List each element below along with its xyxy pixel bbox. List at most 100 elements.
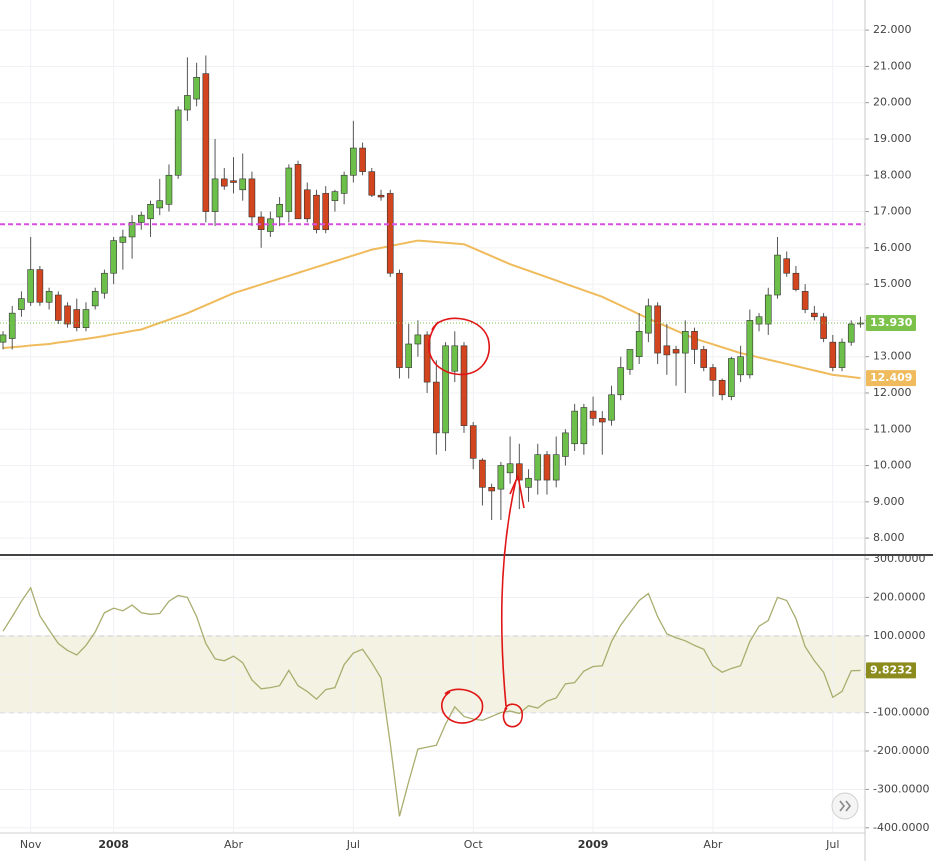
candle-body bbox=[460, 345, 468, 426]
candle-body bbox=[45, 291, 53, 303]
price-label: 13.930 bbox=[870, 316, 913, 329]
x-tick-label: 2008 bbox=[98, 838, 129, 851]
annotation-circle bbox=[502, 703, 523, 728]
y-tick-label: 8.000 bbox=[873, 531, 905, 544]
candle-body bbox=[386, 193, 394, 274]
candle-body bbox=[857, 322, 864, 325]
price-label-box bbox=[866, 314, 916, 331]
candle-body bbox=[792, 272, 800, 290]
scroll-button-icon[interactable] bbox=[839, 800, 852, 812]
candle-body bbox=[506, 463, 514, 474]
y-tick-label: 21.000 bbox=[873, 59, 912, 72]
candle-body bbox=[138, 214, 145, 223]
candle-body bbox=[737, 356, 744, 376]
candle-body bbox=[774, 254, 781, 296]
candle-body bbox=[728, 358, 735, 397]
y-tick-label: 200.0000 bbox=[873, 590, 926, 603]
x-tick-label: 2009 bbox=[578, 838, 609, 851]
candle-body bbox=[313, 194, 320, 230]
candle-body bbox=[396, 272, 403, 368]
axis-labels: 8.0009.00010.00011.00012.00013.00014.000… bbox=[20, 23, 930, 851]
candle-body bbox=[755, 316, 763, 325]
candle-body bbox=[340, 174, 348, 194]
x-tick-label: Abr bbox=[224, 838, 244, 851]
candle-body bbox=[119, 236, 127, 243]
y-tick-label: -300.0000 bbox=[873, 782, 929, 795]
candle-body bbox=[55, 294, 62, 321]
scroll-button[interactable] bbox=[831, 792, 859, 820]
candle-body bbox=[811, 312, 818, 318]
candle-body bbox=[202, 73, 210, 212]
candle-body bbox=[589, 410, 597, 419]
candle-body bbox=[543, 454, 551, 481]
candle-body bbox=[110, 240, 117, 274]
candle-body bbox=[442, 345, 449, 434]
candle-body bbox=[700, 349, 708, 368]
candle-body bbox=[635, 330, 643, 357]
y-tick-label: 17.000 bbox=[873, 205, 912, 218]
candle-body bbox=[36, 269, 44, 303]
candle-body bbox=[322, 193, 330, 230]
candle-body bbox=[82, 309, 90, 328]
candle-body bbox=[672, 349, 680, 354]
candle-body bbox=[433, 381, 440, 434]
candle-body bbox=[562, 432, 569, 457]
candle-body bbox=[654, 305, 661, 354]
candle-body bbox=[469, 425, 477, 459]
y-tick-label: 12.000 bbox=[873, 386, 912, 399]
price-label-box bbox=[866, 370, 916, 387]
candle-body bbox=[497, 465, 505, 490]
candle-body bbox=[303, 189, 311, 220]
candle-body bbox=[405, 343, 412, 368]
y-tick-label: 19.000 bbox=[873, 132, 912, 145]
candle-body bbox=[73, 309, 81, 328]
candle-body bbox=[801, 291, 809, 310]
annotation-arrowhead bbox=[509, 473, 525, 509]
candle-body bbox=[534, 454, 542, 481]
candle-body bbox=[598, 418, 606, 423]
candle-body bbox=[691, 330, 698, 350]
candle-body bbox=[681, 330, 689, 354]
annotation-circle bbox=[428, 317, 491, 376]
candle-body bbox=[368, 171, 376, 196]
candle-body bbox=[239, 178, 247, 191]
candle-body bbox=[230, 180, 237, 183]
candle-body bbox=[220, 178, 228, 187]
candle-body bbox=[184, 95, 191, 111]
moving-average bbox=[2, 239, 861, 380]
plot-layers bbox=[0, 0, 865, 833]
candle-body bbox=[91, 291, 99, 307]
price-label: 9.8232 bbox=[870, 663, 912, 676]
candle-body bbox=[27, 269, 34, 303]
y-tick-label: -200.0000 bbox=[873, 744, 929, 757]
candle-body bbox=[64, 305, 71, 325]
candle-body bbox=[626, 349, 634, 370]
candle-body bbox=[718, 379, 726, 396]
candle-body bbox=[617, 367, 625, 396]
annotation-circle bbox=[441, 688, 484, 724]
candle-body bbox=[285, 167, 293, 212]
candle-body bbox=[414, 334, 422, 345]
candle-body bbox=[479, 459, 486, 488]
x-tick-label: Oct bbox=[464, 838, 484, 851]
y-tick-label: 300.0000 bbox=[873, 552, 926, 565]
candle-body bbox=[488, 487, 495, 492]
y-tick-label: 22.000 bbox=[873, 23, 912, 36]
candle-body bbox=[580, 407, 588, 445]
candle-body bbox=[359, 147, 366, 172]
candle-body bbox=[645, 305, 652, 334]
candle-body bbox=[608, 394, 615, 421]
y-tick-label: 11.000 bbox=[873, 422, 912, 435]
y-tick-label: -400.0000 bbox=[873, 821, 929, 834]
candle-body bbox=[156, 200, 164, 209]
candle-body bbox=[451, 345, 459, 372]
candle-body bbox=[248, 178, 256, 218]
candle-body bbox=[147, 203, 154, 220]
candle-body bbox=[709, 367, 717, 381]
candle-body bbox=[331, 191, 339, 201]
y-tick-label: 16.000 bbox=[873, 241, 912, 254]
candle-body bbox=[783, 258, 791, 274]
